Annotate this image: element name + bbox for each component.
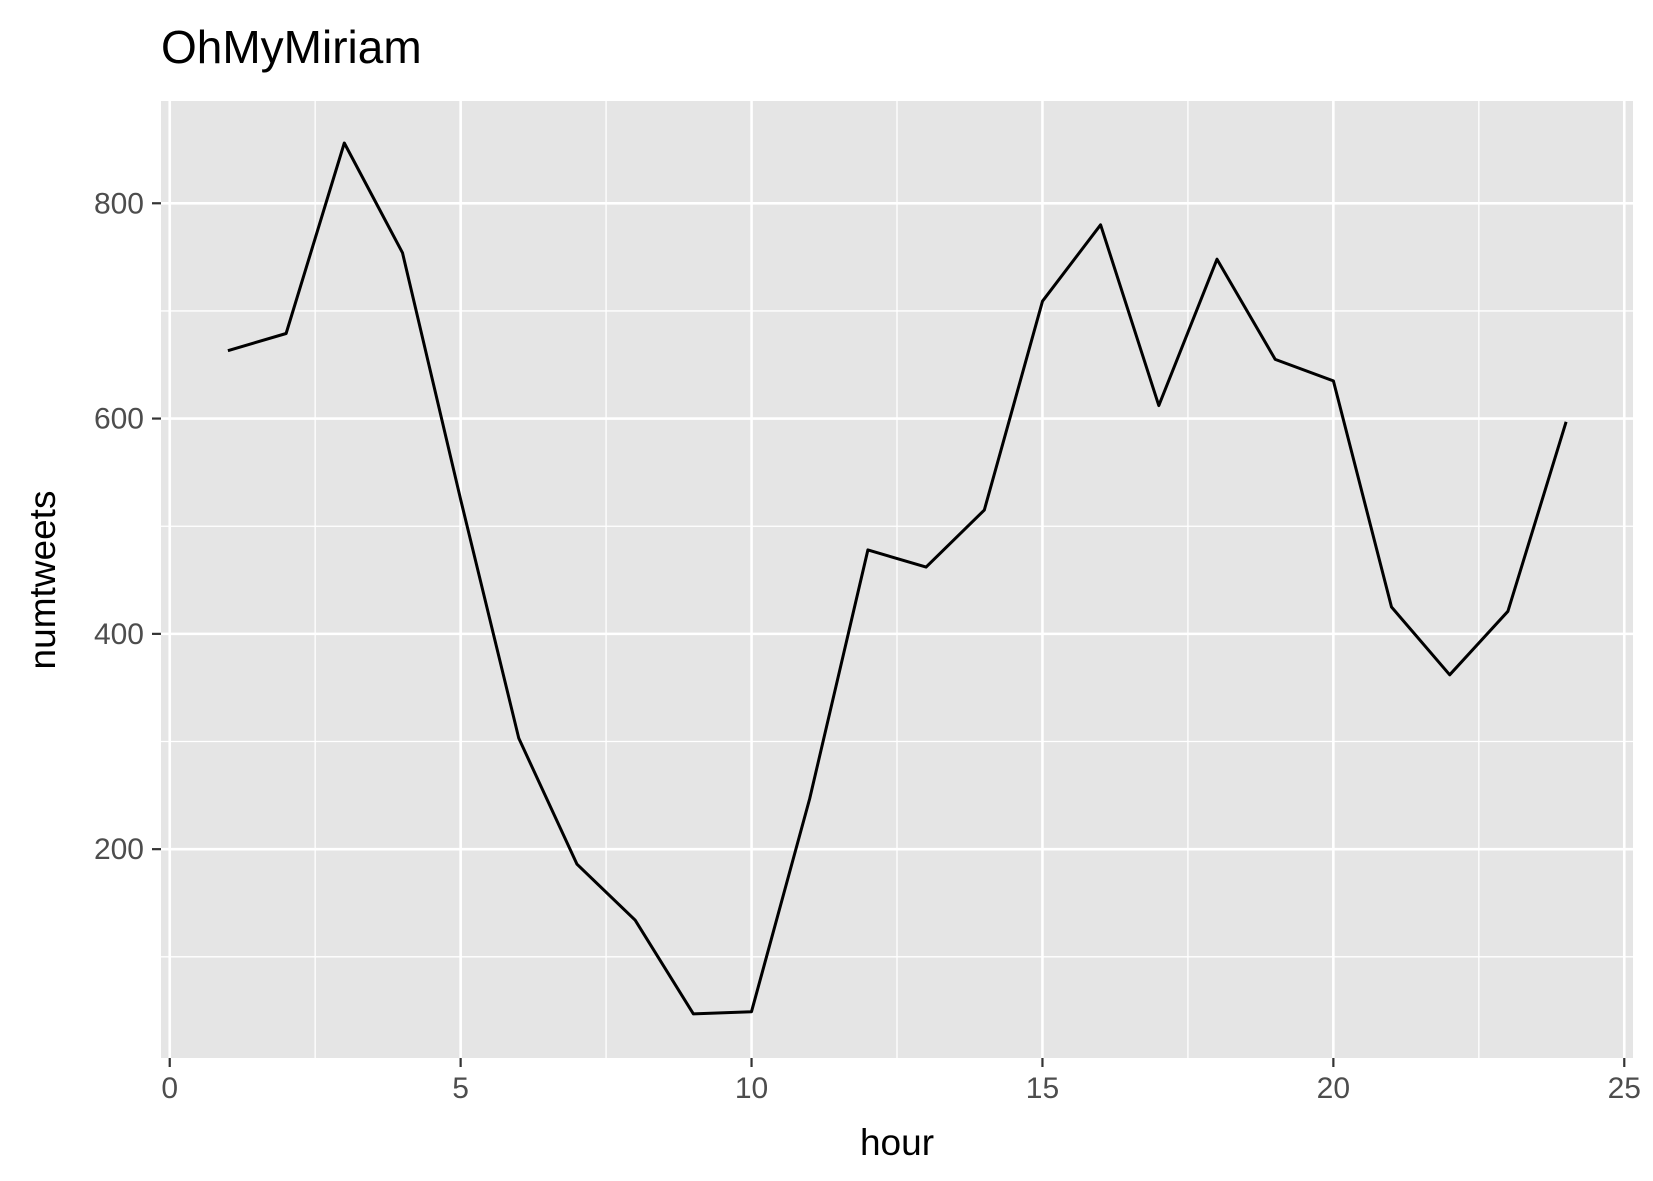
numtweets-line <box>227 141 1568 1016</box>
x-axis: 0 5 10 15 20 25 <box>161 1058 1641 1105</box>
x-tick-label: 10 <box>735 1072 768 1105</box>
major-gridlines <box>161 101 1633 1058</box>
chart-title: OhMyMiriam <box>161 21 422 73</box>
y-tick-label: 800 <box>94 187 144 220</box>
y-axis-label: numtweets <box>22 491 63 670</box>
x-tick-label: 5 <box>452 1072 469 1105</box>
x-tick-label: 0 <box>161 1072 178 1105</box>
x-tick-label: 20 <box>1317 1072 1350 1105</box>
y-tick-label: 600 <box>94 403 144 436</box>
minor-gridlines <box>161 101 1633 1058</box>
series-group <box>227 141 1568 1016</box>
y-tick-label: 400 <box>94 618 144 651</box>
x-tick-label: 15 <box>1026 1072 1059 1105</box>
y-axis: 200 400 600 800 <box>94 187 161 866</box>
x-axis-label: hour <box>860 1122 934 1163</box>
y-tick-label: 200 <box>94 833 144 866</box>
x-tick-label: 25 <box>1608 1072 1641 1105</box>
